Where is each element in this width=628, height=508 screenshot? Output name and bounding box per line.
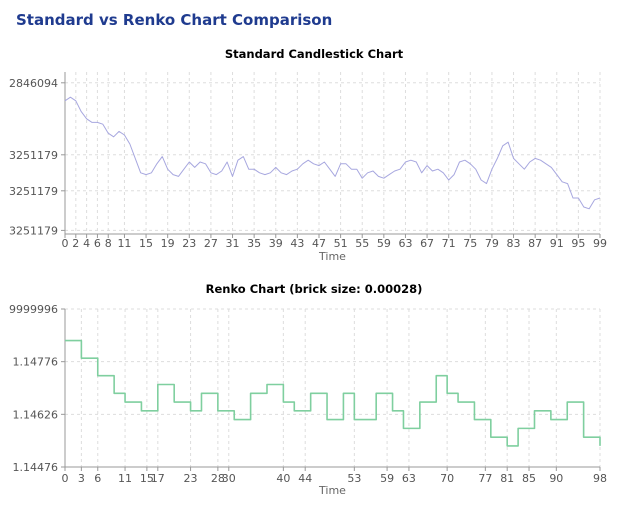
renko-x-tick-label: 6 [94,472,101,485]
standard-y-tick-label: 3251179 [9,224,58,237]
renko-y-tick-label: 1.14626 [13,408,59,421]
standard-x-tick-label: 75 [463,237,477,250]
renko-y-tick-label: 9999996 [9,303,58,316]
standard-x-tick-label: 15 [139,237,153,250]
standard-x-tick-label: 6 [94,237,101,250]
standard-x-tick-label: 51 [334,237,348,250]
renko-x-tick-label: 44 [298,472,312,485]
renko-x-tick-label: 11 [118,472,132,485]
renko-series-line [65,339,601,447]
renko-x-tick-label: 0 [62,472,69,485]
renko-x-tick-label: 23 [184,472,198,485]
renko-x-tick-label: 81 [500,472,514,485]
renko-x-tick-label: 85 [522,472,536,485]
standard-x-tick-label: 23 [182,237,196,250]
renko-chart-title: Renko Chart (brick size: 0.00028) [205,282,423,296]
renko-x-tick-label: 17 [151,472,165,485]
renko-x-tick-label: 15 [140,472,154,485]
standard-x-tick-label: 87 [528,237,542,250]
standard-x-tick-label: 67 [420,237,434,250]
standard-x-tick-label: 79 [485,237,499,250]
renko-x-tick-label: 90 [549,472,563,485]
standard-x-tick-label: 8 [105,237,112,250]
standard-x-tick-label: 0 [62,237,69,250]
standard-x-tick-label: 2 [72,237,79,250]
standard-y-tick-label: 3251179 [9,185,58,198]
renko-x-tick-label: 70 [440,472,454,485]
renko-y-tick-label: 1.14476 [13,461,59,474]
renko-x-axis-label: Time [318,484,346,497]
renko-y-tick-label: 1.14776 [13,356,59,369]
standard-x-tick-label: 11 [117,237,131,250]
standard-x-tick-label: 47 [312,237,326,250]
standard-x-tick-label: 63 [398,237,412,250]
renko-x-tick-label: 77 [478,472,492,485]
standard-chart-title: Standard Candlestick Chart [224,47,404,61]
renko-x-tick-label: 63 [402,472,416,485]
standard-x-tick-label: 59 [377,237,391,250]
standard-x-tick-label: 19 [161,237,175,250]
standard-x-tick-label: 31 [226,237,240,250]
renko-x-tick-label: 30 [222,472,236,485]
renko-x-tick-label: 3 [78,472,85,485]
renko-x-tick-label: 98 [593,472,607,485]
standard-x-tick-label: 71 [442,237,456,250]
renko-x-tick-label: 28 [211,472,225,485]
standard-x-tick-label: 39 [269,237,283,250]
renko-x-tick-label: 59 [380,472,394,485]
standard-y-tick-label: 3251179 [9,149,58,162]
standard-x-axis-label: Time [318,250,346,263]
page-title: Standard vs Renko Chart Comparison [16,11,333,29]
standard-x-tick-label: 95 [571,237,585,250]
standard-x-tick-label: 55 [355,237,369,250]
standard-x-tick-label: 4 [83,237,90,250]
standard-x-tick-label: 27 [204,237,218,250]
standard-x-tick-label: 83 [507,237,521,250]
standard-x-tick-label: 91 [550,237,564,250]
standard-series-line [64,96,601,210]
standard-x-tick-label: 43 [290,237,304,250]
standard-y-tick-label: 2846094 [9,77,58,90]
standard-x-tick-label: 99 [593,237,607,250]
renko-x-tick-label: 40 [276,472,290,485]
standard-x-tick-label: 35 [247,237,261,250]
renko-x-tick-label: 53 [347,472,361,485]
